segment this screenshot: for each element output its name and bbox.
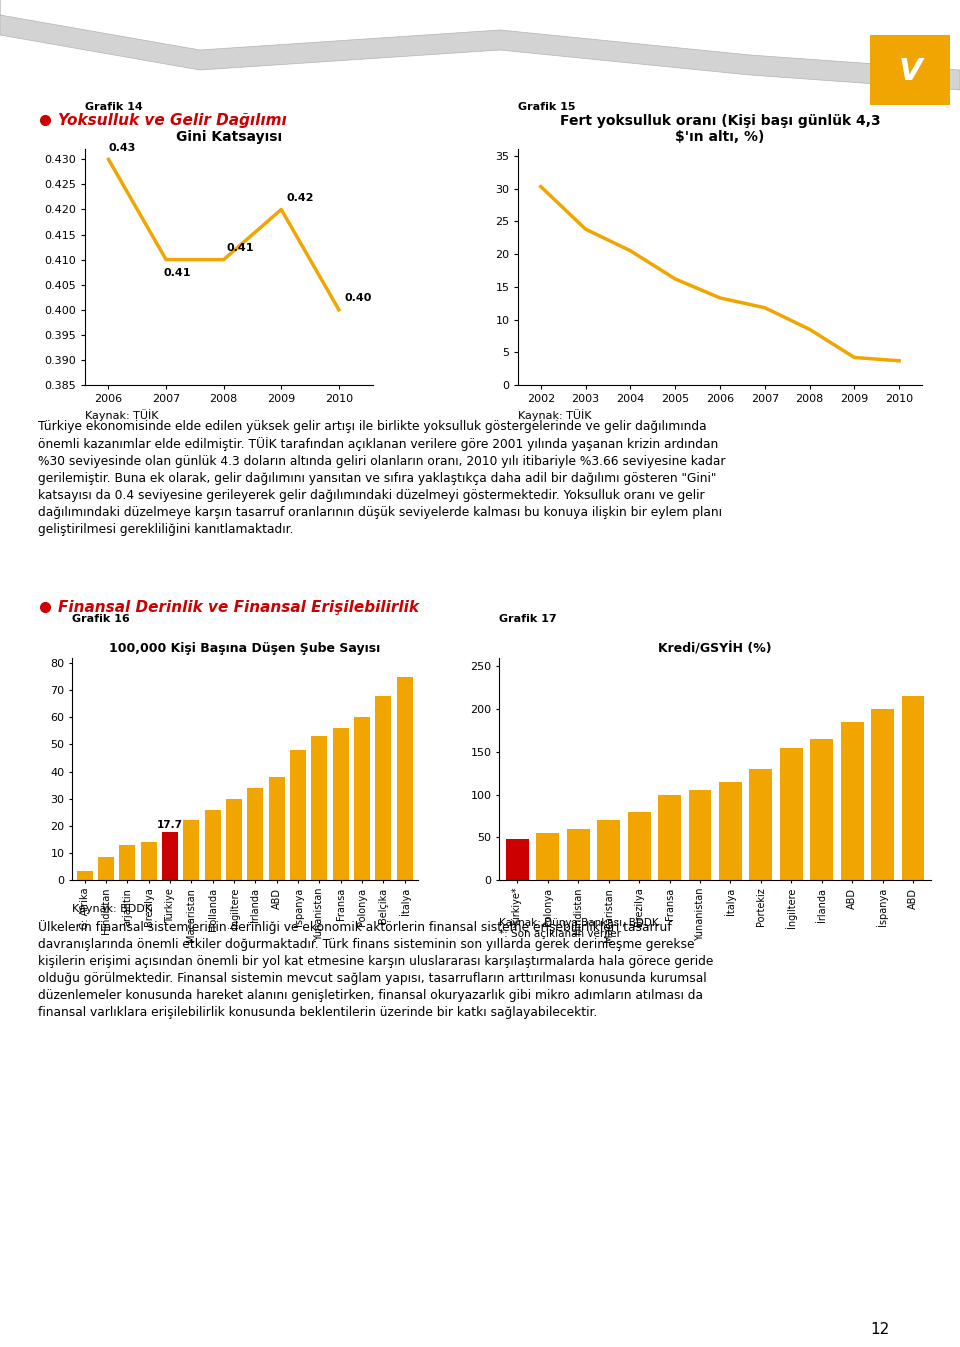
Bar	[870, 35, 950, 105]
Text: 12: 12	[871, 1321, 890, 1336]
Bar	[141, 842, 156, 880]
Text: Grafik 17: Grafik 17	[499, 614, 557, 624]
Bar	[750, 769, 772, 880]
Bar	[162, 832, 179, 880]
Bar	[597, 820, 620, 880]
Bar	[810, 740, 833, 880]
Title: Kredi/GSYİH (%): Kredi/GSYİH (%)	[659, 643, 772, 655]
Text: 17.7: 17.7	[157, 820, 183, 830]
Bar	[269, 777, 285, 880]
Bar	[333, 729, 348, 880]
Bar	[901, 696, 924, 880]
Bar	[396, 676, 413, 880]
Text: Grafik 14: Grafik 14	[85, 101, 143, 112]
Title: Gini Katsayısı: Gini Katsayısı	[177, 129, 282, 144]
Text: Grafik 15: Grafik 15	[518, 101, 576, 112]
Bar	[183, 820, 200, 880]
Bar	[537, 832, 560, 880]
Bar	[567, 828, 589, 880]
Bar	[119, 845, 135, 880]
Bar	[659, 795, 681, 880]
Bar	[375, 695, 392, 880]
PathPatch shape	[0, 0, 960, 90]
Text: Grafik 16: Grafik 16	[72, 614, 130, 624]
Text: Kaynak: TÜİK: Kaynak: TÜİK	[518, 409, 592, 422]
Bar	[77, 870, 93, 880]
Bar	[871, 709, 894, 880]
Bar	[290, 750, 306, 880]
Text: Ülkelerin finansal sistemlerinin derinliği ve ekonomik aktörlerin finansal siste: Ülkelerin finansal sistemlerinin derinli…	[38, 920, 714, 1018]
Title: Fert yoksulluk oranı (Kişi başı günlük 4,3
$'ın altı, %): Fert yoksulluk oranı (Kişi başı günlük 4…	[560, 113, 880, 144]
Bar	[506, 839, 529, 880]
Bar	[719, 781, 742, 880]
Text: Kaynak: TÜİK: Kaynak: TÜİK	[85, 409, 159, 422]
Text: Finansal Derinlik ve Finansal Erişilebilirlik: Finansal Derinlik ve Finansal Erişilebil…	[58, 599, 419, 616]
Text: 0.43: 0.43	[108, 143, 136, 154]
Text: 0.41: 0.41	[163, 268, 191, 279]
Text: Kaynak: BDDK: Kaynak: BDDK	[72, 904, 152, 915]
Bar	[311, 737, 327, 880]
Bar	[204, 810, 221, 880]
Bar	[841, 722, 863, 880]
Bar	[688, 791, 711, 880]
Bar	[248, 788, 263, 880]
Text: Kaynak: Dünya Bankası, BDDK
*: Son açıklanan veriler: Kaynak: Dünya Bankası, BDDK *: Son açıkl…	[499, 917, 659, 939]
Bar	[354, 718, 371, 880]
Text: 0.42: 0.42	[287, 193, 314, 203]
Title: 100,000 Kişi Başına Düşen Şube Sayısı: 100,000 Kişi Başına Düşen Şube Sayısı	[109, 643, 380, 655]
Text: V: V	[899, 58, 922, 86]
Text: Yoksulluk ve Gelir Dağılımı: Yoksulluk ve Gelir Dağılımı	[58, 113, 287, 128]
Bar	[780, 748, 803, 880]
Text: 0.40: 0.40	[345, 294, 372, 303]
Bar	[98, 857, 114, 880]
Text: 0.41: 0.41	[227, 244, 254, 253]
Bar	[227, 799, 242, 880]
Bar	[628, 812, 651, 880]
Text: Türkiye ekonomisinde elde edilen yüksek gelir artışı ile birlikte yoksulluk göst: Türkiye ekonomisinde elde edilen yüksek …	[38, 420, 726, 536]
